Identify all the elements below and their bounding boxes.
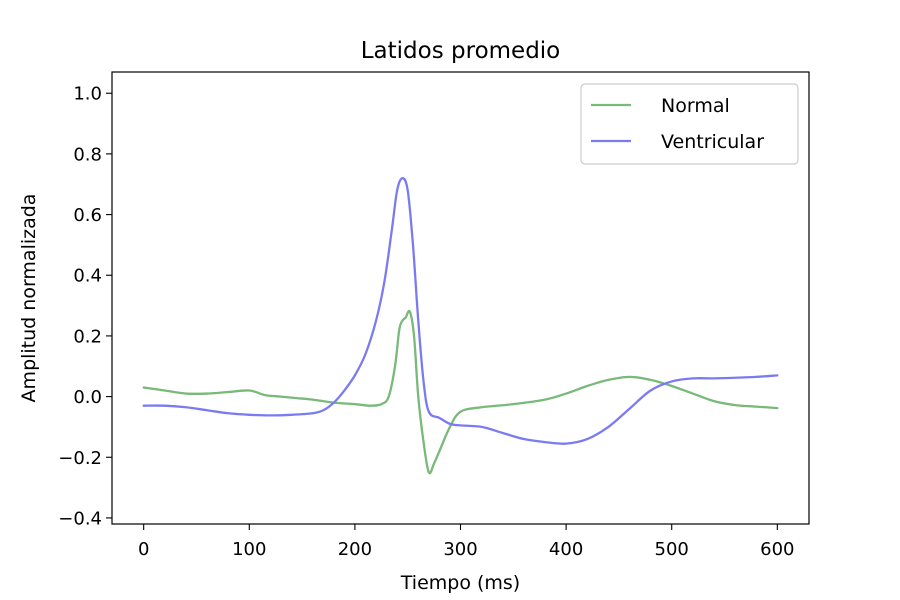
legend: Normal Ventricular xyxy=(580,83,799,165)
x-tick-label: 600 xyxy=(760,539,794,560)
series-line-ventricular xyxy=(142,177,779,445)
legend-box xyxy=(580,83,799,165)
x-tick-label: 0 xyxy=(138,539,149,560)
x-tick-label: 500 xyxy=(655,539,689,560)
y-tick-label: −0.4 xyxy=(58,508,102,529)
y-axis: −0.4 −0.2 0.0 0.2 0.4 0.6 0.8 1.0 xyxy=(58,84,112,529)
series-line-normal xyxy=(142,309,779,475)
y-tick-label: 0.2 xyxy=(73,326,102,347)
y-tick-label: 0.4 xyxy=(73,266,102,287)
series-layer xyxy=(142,177,779,475)
x-tick-label: 400 xyxy=(549,539,583,560)
chart-title: Latidos promedio xyxy=(361,38,561,64)
y-axis-label: Amplitud normalizada xyxy=(18,194,40,403)
x-tick-label: 100 xyxy=(232,539,266,560)
x-tick-label: 300 xyxy=(443,539,477,560)
y-tick-label: 1.0 xyxy=(73,84,102,105)
x-axis-label: Tiempo (ms) xyxy=(400,572,520,594)
legend-label: Normal xyxy=(661,95,730,117)
y-tick-label: 0.8 xyxy=(73,144,102,165)
x-tick-label: 200 xyxy=(338,539,372,560)
y-tick-label: 0.6 xyxy=(73,205,102,226)
y-tick-label: 0.0 xyxy=(73,387,102,408)
legend-label: Ventricular xyxy=(661,131,764,153)
y-tick-label: −0.2 xyxy=(58,448,102,469)
x-axis: 0 100 200 300 400 500 600 xyxy=(138,524,794,560)
